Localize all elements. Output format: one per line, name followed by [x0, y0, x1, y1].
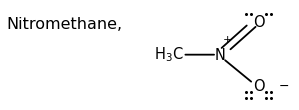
Text: −: − — [279, 80, 289, 93]
Text: N: N — [214, 48, 225, 62]
Text: +: + — [222, 35, 232, 45]
Text: O: O — [253, 79, 264, 94]
Text: H$_3$C: H$_3$C — [154, 46, 184, 64]
Text: Nitromethane,: Nitromethane, — [6, 17, 122, 32]
Text: O: O — [253, 15, 264, 29]
